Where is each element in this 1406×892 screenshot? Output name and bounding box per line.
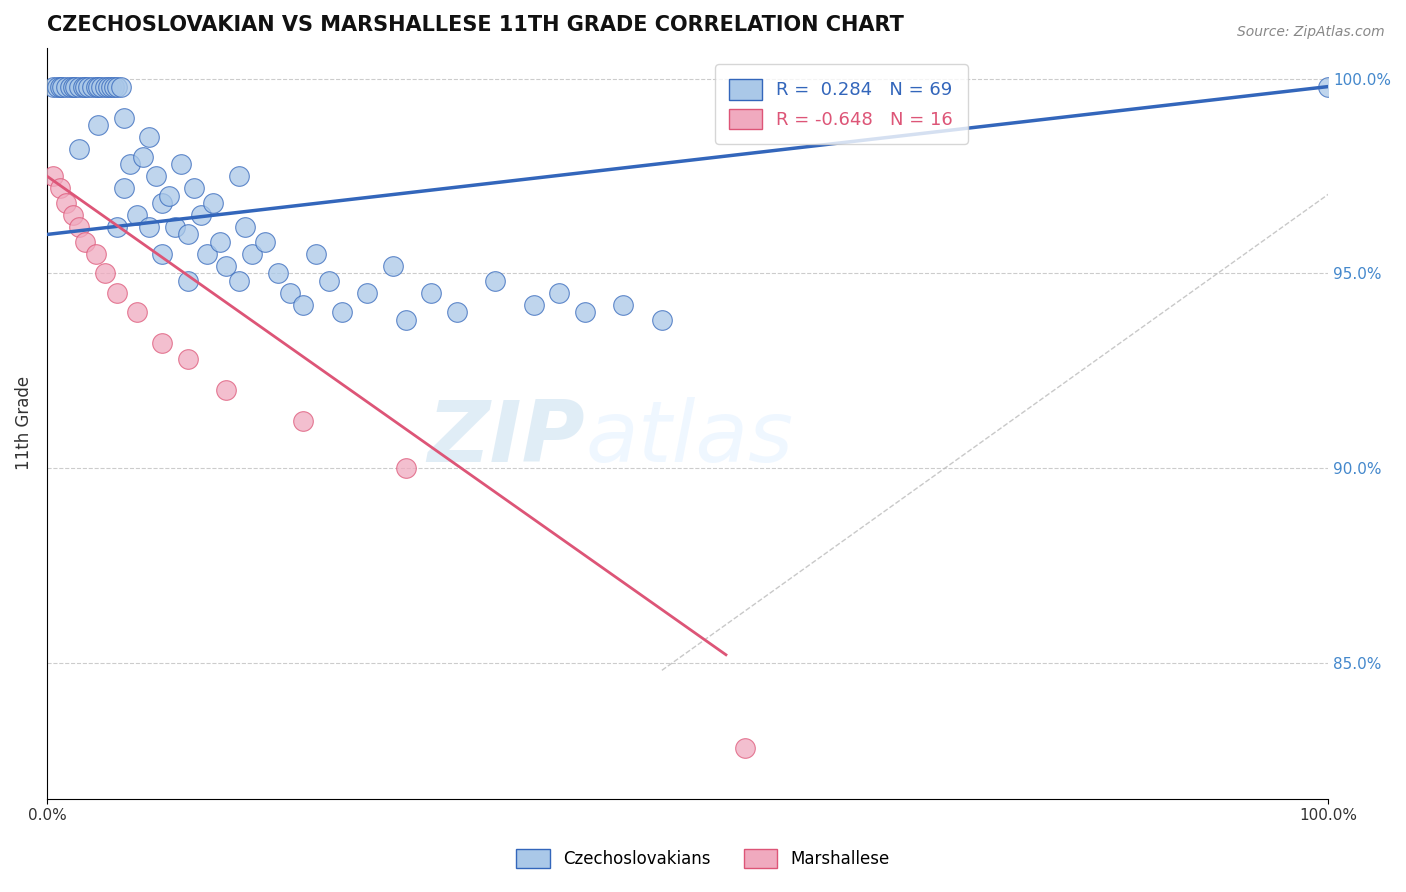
Czechoslovakians bbox=[138, 219, 160, 234]
Czechoslovakians bbox=[574, 305, 596, 319]
Czechoslovakians bbox=[46, 79, 69, 94]
Czechoslovakians bbox=[381, 259, 404, 273]
Marshallese bbox=[42, 169, 65, 183]
Czechoslovakians bbox=[215, 259, 238, 273]
Czechoslovakians bbox=[105, 219, 128, 234]
Czechoslovakians bbox=[420, 285, 443, 300]
Marshallese bbox=[150, 336, 173, 351]
Czechoslovakians bbox=[125, 208, 148, 222]
Text: Source: ZipAtlas.com: Source: ZipAtlas.com bbox=[1237, 25, 1385, 39]
Marshallese bbox=[105, 285, 128, 300]
Legend: Czechoslovakians, Marshallese: Czechoslovakians, Marshallese bbox=[509, 842, 897, 875]
Czechoslovakians bbox=[305, 247, 328, 261]
Marshallese bbox=[734, 741, 756, 756]
Marshallese bbox=[48, 181, 70, 195]
Czechoslovakians bbox=[93, 79, 115, 94]
Czechoslovakians bbox=[112, 181, 135, 195]
Czechoslovakians bbox=[103, 79, 125, 94]
Czechoslovakians bbox=[110, 79, 132, 94]
Czechoslovakians bbox=[90, 79, 112, 94]
Czechoslovakians bbox=[42, 79, 65, 94]
Czechoslovakians bbox=[278, 285, 301, 300]
Czechoslovakians bbox=[120, 157, 142, 171]
Czechoslovakians bbox=[190, 208, 212, 222]
Text: CZECHOSLOVAKIAN VS MARSHALLESE 11TH GRADE CORRELATION CHART: CZECHOSLOVAKIAN VS MARSHALLESE 11TH GRAD… bbox=[46, 15, 904, 35]
Czechoslovakians bbox=[62, 79, 84, 94]
Czechoslovakians bbox=[48, 79, 70, 94]
Czechoslovakians bbox=[63, 79, 86, 94]
Czechoslovakians bbox=[208, 235, 231, 250]
Text: ZIP: ZIP bbox=[427, 397, 585, 480]
Czechoslovakians bbox=[183, 181, 205, 195]
Czechoslovakians bbox=[87, 119, 110, 133]
Czechoslovakians bbox=[292, 297, 315, 311]
Czechoslovakians bbox=[100, 79, 122, 94]
Czechoslovakians bbox=[55, 79, 77, 94]
Czechoslovakians bbox=[253, 235, 276, 250]
Czechoslovakians bbox=[177, 227, 200, 242]
Czechoslovakians bbox=[318, 274, 340, 288]
Czechoslovakians bbox=[651, 313, 673, 327]
Czechoslovakians bbox=[138, 130, 160, 145]
Czechoslovakians bbox=[228, 274, 250, 288]
Czechoslovakians bbox=[548, 285, 571, 300]
Czechoslovakians bbox=[177, 274, 200, 288]
Marshallese bbox=[62, 208, 84, 222]
Czechoslovakians bbox=[105, 79, 128, 94]
Text: atlas: atlas bbox=[585, 397, 793, 480]
Marshallese bbox=[177, 351, 200, 366]
Marshallese bbox=[292, 414, 315, 428]
Marshallese bbox=[125, 305, 148, 319]
Marshallese bbox=[93, 266, 115, 280]
Czechoslovakians bbox=[67, 142, 90, 156]
Marshallese bbox=[55, 196, 77, 211]
Czechoslovakians bbox=[484, 274, 506, 288]
Marshallese bbox=[67, 219, 90, 234]
Czechoslovakians bbox=[150, 196, 173, 211]
Czechoslovakians bbox=[75, 79, 97, 94]
Czechoslovakians bbox=[330, 305, 353, 319]
Czechoslovakians bbox=[523, 297, 546, 311]
Czechoslovakians bbox=[51, 79, 73, 94]
Czechoslovakians bbox=[112, 111, 135, 125]
Czechoslovakians bbox=[87, 79, 110, 94]
Czechoslovakians bbox=[97, 79, 120, 94]
Czechoslovakians bbox=[202, 196, 225, 211]
Y-axis label: 11th Grade: 11th Grade bbox=[15, 376, 32, 470]
Czechoslovakians bbox=[228, 169, 250, 183]
Marshallese bbox=[215, 383, 238, 397]
Czechoslovakians bbox=[132, 150, 155, 164]
Czechoslovakians bbox=[77, 79, 100, 94]
Marshallese bbox=[75, 235, 97, 250]
Czechoslovakians bbox=[67, 79, 90, 94]
Czechoslovakians bbox=[612, 297, 634, 311]
Marshallese bbox=[84, 247, 107, 261]
Czechoslovakians bbox=[240, 247, 263, 261]
Czechoslovakians bbox=[157, 188, 180, 202]
Legend: R =  0.284   N = 69, R = -0.648   N = 16: R = 0.284 N = 69, R = -0.648 N = 16 bbox=[716, 64, 967, 144]
Czechoslovakians bbox=[84, 79, 107, 94]
Czechoslovakians bbox=[395, 313, 418, 327]
Czechoslovakians bbox=[72, 79, 94, 94]
Czechoslovakians bbox=[145, 169, 167, 183]
Czechoslovakians bbox=[195, 247, 218, 261]
Czechoslovakians bbox=[446, 305, 468, 319]
Czechoslovakians bbox=[59, 79, 82, 94]
Czechoslovakians bbox=[163, 219, 186, 234]
Czechoslovakians bbox=[150, 247, 173, 261]
Czechoslovakians bbox=[266, 266, 288, 280]
Marshallese bbox=[395, 461, 418, 475]
Czechoslovakians bbox=[1317, 79, 1340, 94]
Czechoslovakians bbox=[235, 219, 257, 234]
Czechoslovakians bbox=[170, 157, 193, 171]
Czechoslovakians bbox=[356, 285, 378, 300]
Czechoslovakians bbox=[80, 79, 103, 94]
